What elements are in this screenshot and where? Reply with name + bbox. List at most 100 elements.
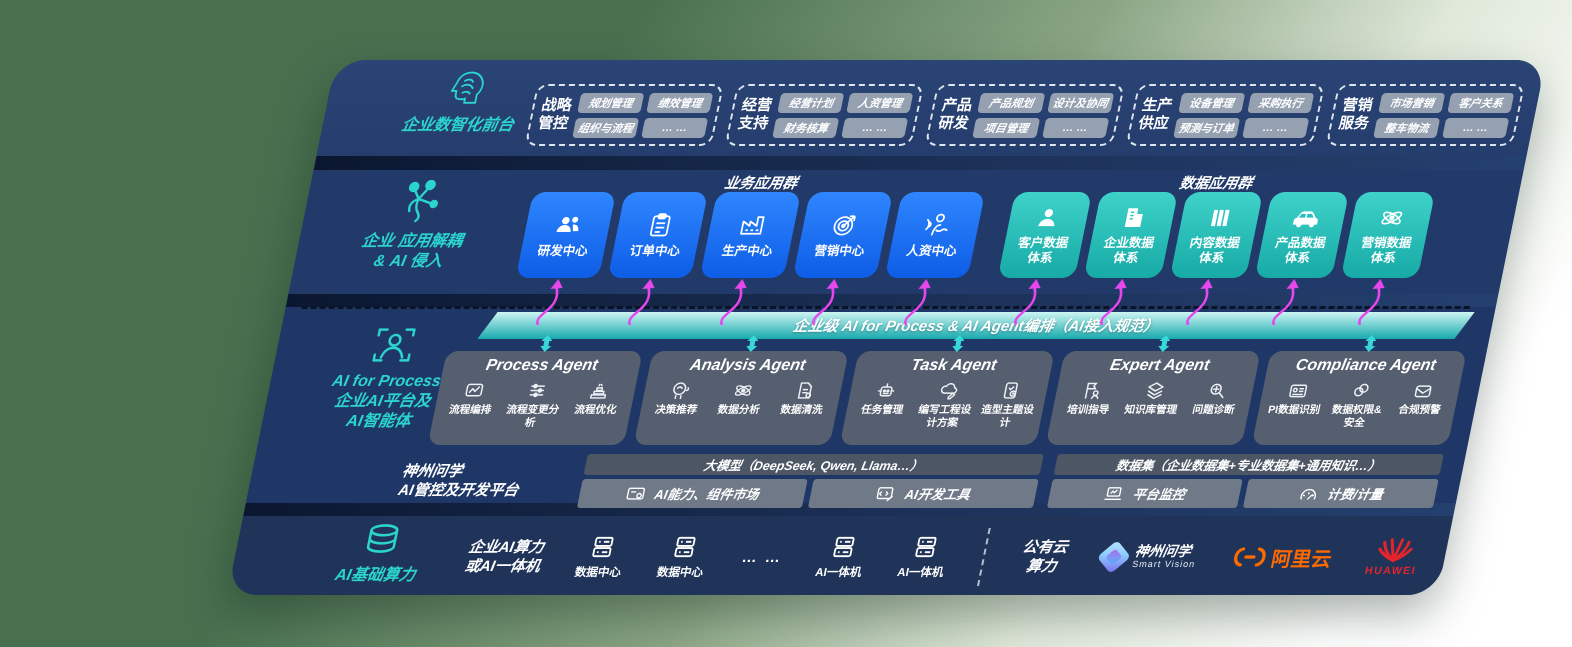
- platform-monitor-cell: 平台监控: [1046, 479, 1243, 508]
- magenta-arrow: [812, 279, 839, 325]
- team-icon: [556, 216, 578, 232]
- expert-agent-card: Expert Agent 培训指导 知识库管理 问题诊断: [1045, 335, 1261, 445]
- app-box-product-data: 产品数据 体系: [1255, 192, 1350, 325]
- server-icon: [914, 536, 937, 558]
- group-title: 战略 管控: [536, 97, 574, 132]
- data-apps-heading: 数据应用群: [1177, 176, 1254, 192]
- chip: 设计及协同: [1046, 92, 1114, 113]
- ai-devtool-cell: AI开发工具: [807, 479, 1039, 508]
- factory-icon: [740, 216, 765, 235]
- chip: … …: [841, 117, 909, 138]
- car-icon: [1292, 210, 1318, 227]
- flow-optimize-icon: [590, 383, 607, 399]
- datacenter-node: 数据中心: [655, 534, 710, 580]
- knowledge-layers-icon: [1146, 382, 1164, 400]
- datacenter-node: 数据中心: [573, 534, 628, 580]
- magenta-arrow: [904, 279, 932, 325]
- smartvision-logo: 神州问学 Smart Vision: [1096, 540, 1199, 574]
- flow-change-icon: [528, 383, 545, 398]
- rail-ai-platform-1: 企业AI平台及: [332, 393, 433, 410]
- agent-item: 造型主题设计: [973, 380, 1044, 429]
- ai-platform-rail: AI for Process 企业AI平台及 AI智能体: [286, 322, 488, 432]
- diagnosis-icon: [1210, 383, 1224, 399]
- shelf-edge-1: [313, 156, 1527, 170]
- magenta-arrow: [535, 279, 563, 325]
- agent-item: 任务管理: [850, 380, 918, 417]
- rail-ai-for-process: AI for Process: [330, 373, 443, 390]
- agent-item: 流程优化: [564, 380, 632, 417]
- flow-orchestration-icon: [465, 383, 484, 397]
- magenta-arrow: [627, 279, 655, 325]
- analysis-agent-card: Analysis Agent 决策推荐 数据分析 数据清洗: [633, 335, 849, 445]
- enterprise-compute-label: 企业AI算力 或AI一体机: [463, 538, 546, 576]
- app-box-production-center: 生产中心: [700, 192, 801, 325]
- front-office-groups: 战略 管控 规划管理 绩效管理 组织与流程 … … 经营 支持 经营计划 人资管…: [524, 84, 1526, 146]
- server-icon: [592, 536, 614, 558]
- huawei-petals-icon: [1377, 537, 1413, 562]
- group-title: 产品 研发: [936, 97, 974, 132]
- ai-appliance-node: AI一体机: [896, 534, 951, 580]
- app-box-marketing-center: 营销中心: [792, 192, 893, 325]
- data-permission-icon: [1353, 383, 1369, 397]
- process-agent-card: Process Agent 流程编排 流程变更分析 流程优化: [427, 335, 643, 445]
- chip: 绩效管理: [646, 92, 714, 113]
- agent-item: 数据清洗: [770, 380, 838, 417]
- monitor-laptop-icon: [1104, 486, 1122, 500]
- dev-platform-strip: 神州问学 AI管控及开发平台 大模型（DeepSeek, Qwen, Llama…: [395, 454, 1444, 508]
- updown-arrow-icon: [746, 335, 759, 352]
- smartvision-diamond-icon: [1096, 540, 1131, 574]
- alicloud-logo: 阿里云: [1230, 543, 1335, 572]
- group-title: 生产 供应: [1136, 97, 1175, 132]
- group-marketing-service: 营销 服务 市场营销 客户关系 整车物流 … …: [1325, 84, 1526, 146]
- dev-platform-label: 神州问学 AI管控及开发平台: [396, 462, 521, 500]
- ai-scan-icon: [372, 328, 416, 362]
- architecture-diagram: 企业数智化前台 战略 管控 规划管理 绩效管理 组织与流程 … … 经营 支持 …: [227, 60, 1546, 595]
- app-decouple-label-1: 企业 应用解耦: [360, 233, 465, 250]
- ai-capability-cell: AI能力、组件市场: [576, 479, 808, 508]
- atom-icon: [1381, 211, 1402, 224]
- app-box-content-data: 内容数据 体系: [1169, 192, 1264, 325]
- app-decouple-label-2: & AI 侵入: [372, 253, 444, 270]
- chip: 规划管理: [577, 92, 645, 113]
- molecule-icon: [407, 180, 438, 223]
- data-analysis-atom-icon: [734, 385, 752, 396]
- chip: 整车物流: [1373, 117, 1441, 138]
- dataset-bar: 数据集（企业数据集+专业数据集+通用知识…）: [1053, 454, 1444, 475]
- agent-item: 合规预警: [1388, 380, 1456, 417]
- updown-arrow-icon: [1364, 335, 1377, 352]
- agent-item: 数据分析: [707, 380, 775, 417]
- compliance-alert-icon: [1414, 385, 1432, 398]
- training-icon: [1084, 382, 1099, 400]
- magenta-arrow: [1014, 279, 1042, 325]
- compliance-agent-card: Compliance Agent PI数据识别 数据权限& 安全 合规预警: [1251, 335, 1467, 445]
- app-decouple-rail: 企业 应用解耦 & AI 侵入: [307, 180, 524, 272]
- agent-item: 编写工程设计方案: [911, 380, 982, 429]
- agent-item: 培训指导: [1056, 380, 1124, 417]
- alicloud-bracket-icon: [1233, 547, 1266, 567]
- group-operation-support: 经营 支持 经营计划 人资管理 财务核算 … …: [724, 84, 925, 146]
- gauge-icon: [1300, 488, 1316, 500]
- chip: 预测与订单: [1172, 117, 1241, 138]
- hr-person-icon: [925, 213, 949, 236]
- public-cloud-label: 公有云 算力: [1021, 538, 1070, 576]
- huawei-logo: HUAWEI: [1364, 537, 1423, 577]
- dataset-group: 数据集（企业数据集+专业数据集+通用知识…） 平台监控 计费/计量: [1046, 454, 1444, 508]
- chip: 设备管理: [1177, 92, 1246, 113]
- chip: … …: [1041, 117, 1109, 138]
- agent-item: 数据权限& 安全: [1323, 380, 1394, 429]
- data-clean-doc-icon: [797, 382, 813, 399]
- ai-appliance-node: AI一体机: [814, 534, 869, 580]
- app-box-customer-data: 客户数据 体系: [997, 192, 1092, 325]
- vertical-divider: [976, 528, 991, 586]
- cloud-design-icon: [940, 383, 957, 400]
- dev-tools-icon: [877, 486, 894, 501]
- updown-arrow-icon: [540, 335, 553, 352]
- group-title: 经营 支持: [736, 97, 774, 132]
- magenta-arrow: [720, 279, 747, 325]
- app-box-order-center: 订单中心: [607, 192, 709, 325]
- billing-metering-cell: 计费/计量: [1242, 479, 1439, 508]
- magenta-arrow: [1357, 279, 1385, 325]
- model-group: 大模型（DeepSeek, Qwen, Llama…） AI能力、组件市场 AI…: [576, 454, 1044, 508]
- task-agent-card: Task Agent 任务管理 编写工程设计方案 造型主题设计: [839, 335, 1055, 445]
- infra-label: AI基础算力: [333, 567, 417, 584]
